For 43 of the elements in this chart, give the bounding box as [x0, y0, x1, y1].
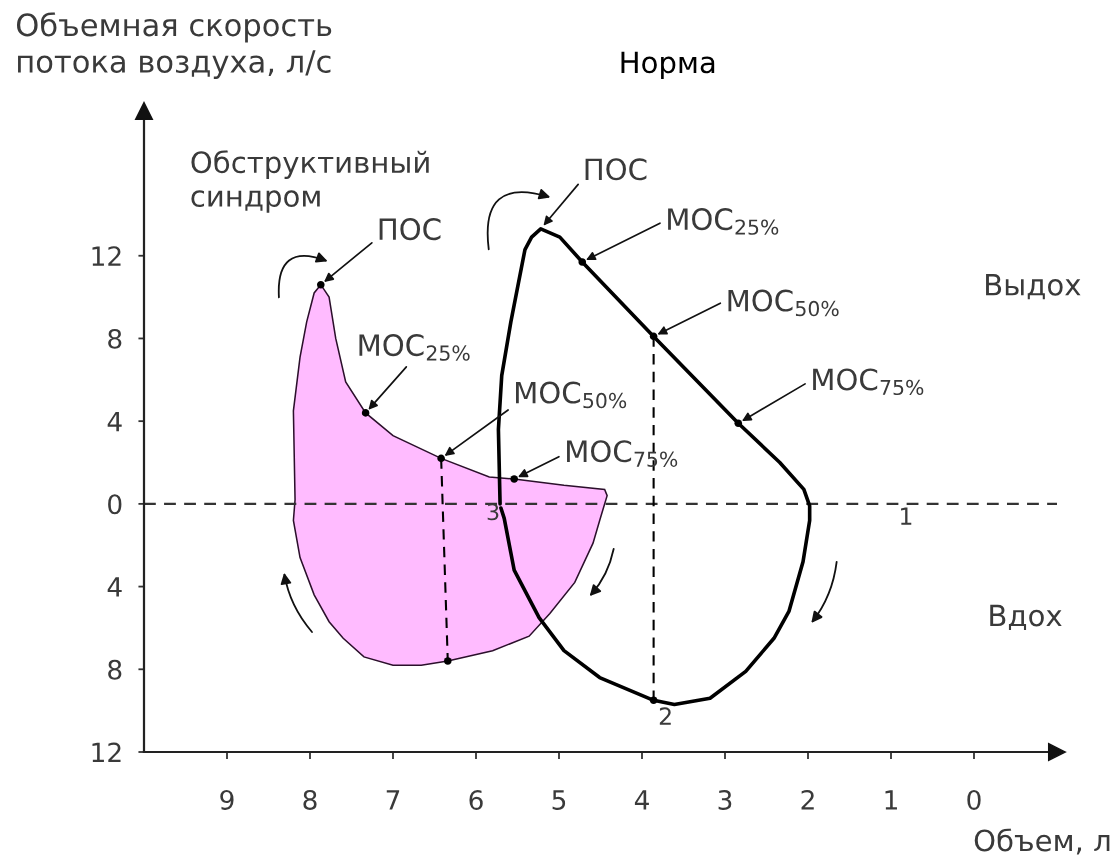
y-tick-label: 4 [107, 411, 122, 432]
x-tick-label: 2 [801, 789, 814, 810]
annotation: МОС$_{25%}$ [668, 208, 779, 235]
x-tick-label: 9 [220, 789, 234, 810]
x-tick-label: 8 [303, 789, 317, 810]
x-tick-label: 4 [634, 790, 649, 810]
point [578, 258, 587, 266]
annotation: ПОС [379, 218, 441, 241]
y-tick-label: 0 [108, 494, 122, 515]
annotation: 3 [487, 503, 499, 521]
annotation: МОС$_{25%}$ [359, 334, 470, 361]
text: Норма [621, 51, 715, 79]
point [734, 419, 743, 428]
point [443, 657, 452, 665]
annotation: МОС$_{50%}$ [516, 381, 627, 409]
y-axis-title: Объемная скорость потока воздуха, л/с [16, 12, 332, 79]
point [437, 454, 445, 463]
annotation: Вдох [990, 604, 1062, 631]
point [649, 332, 658, 341]
annotation: 1 [901, 507, 912, 525]
x-tick-label: 6 [469, 789, 483, 810]
x-tick-label: 7 [386, 790, 400, 810]
y-tick-label: 4 [107, 577, 122, 597]
text: Обструктивный синдром [191, 150, 429, 213]
y-tick-label: 8 [108, 328, 122, 349]
y-tick-label: 12 [92, 246, 121, 266]
point [316, 280, 325, 289]
point [649, 696, 658, 705]
x-tick-label: 5 [552, 790, 566, 810]
x-axis-title: Объем, л [974, 828, 1110, 855]
y-tick-label: 12 [92, 742, 121, 763]
x-tick-label: 1 [885, 790, 897, 810]
annotation: 2 [659, 707, 671, 725]
annotation: Выдох [986, 274, 1081, 300]
x-tick-label: 3 [718, 789, 732, 810]
y-tick-label: 8 [108, 659, 122, 680]
x-tick-label: 0 [967, 789, 981, 810]
point [361, 409, 370, 417]
annotation: МОС$_{75%}$ [567, 440, 678, 467]
annotation: МОС$_{50%}$ [728, 289, 839, 317]
point [510, 475, 518, 483]
annotation: МОС$_{75%}$ [813, 368, 924, 396]
annotation: ПОС [585, 158, 647, 181]
